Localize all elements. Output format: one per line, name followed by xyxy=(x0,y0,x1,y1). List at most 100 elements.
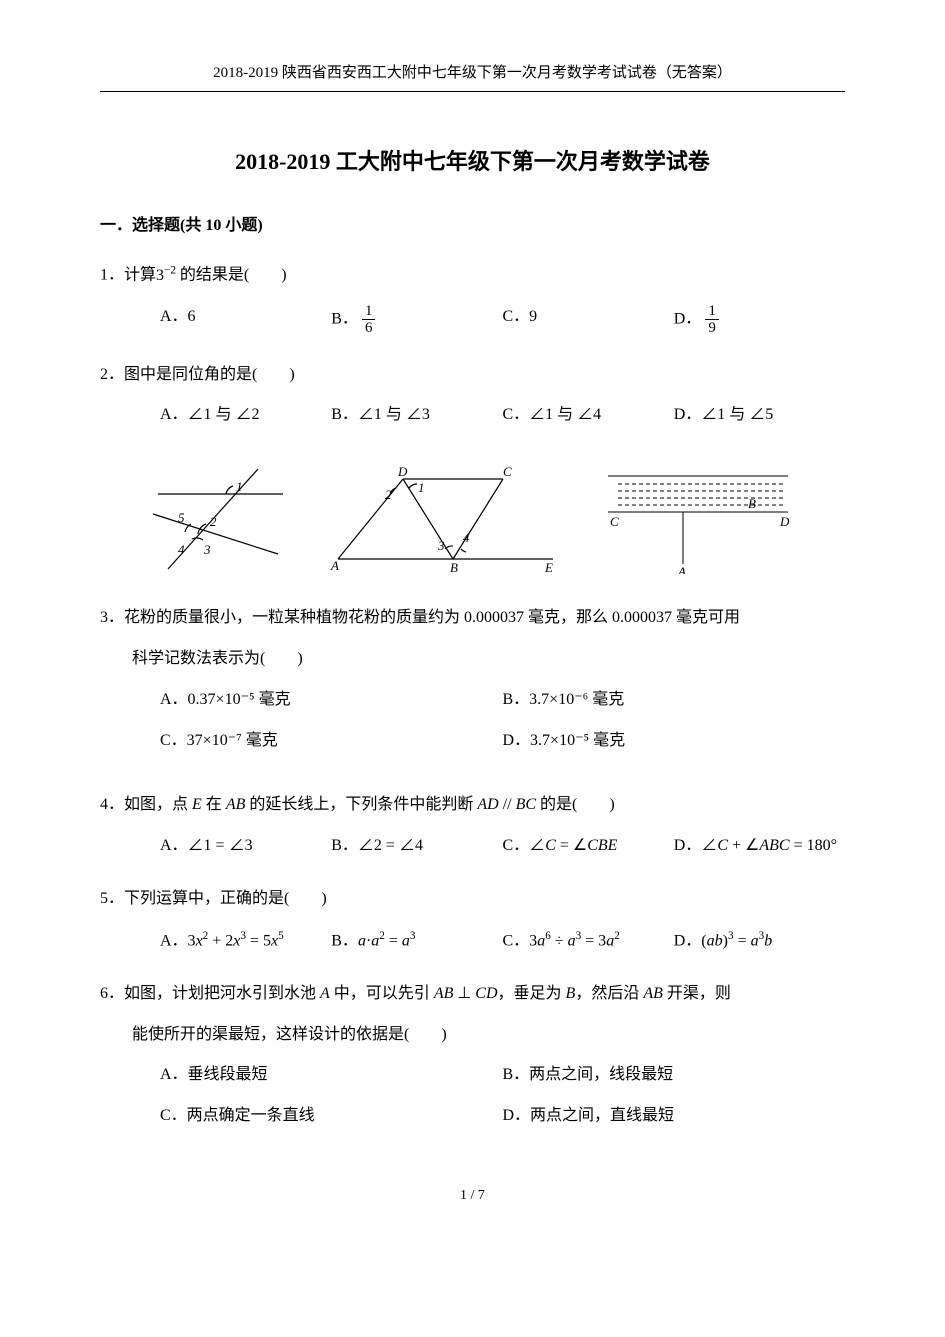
d2-4: 4 xyxy=(463,530,470,545)
d2-3: 3 xyxy=(437,538,445,553)
q6-opt-a: A．垂线段最短 xyxy=(160,1061,503,1090)
q6-opt-d: D．两点之间，直线最短 xyxy=(503,1102,846,1131)
q1-options: A．6 B． 16 C．9 D． 19 xyxy=(100,303,845,337)
d2-2: 2 xyxy=(385,487,392,502)
q1-stem-suffix: 的结果是( ) xyxy=(176,267,287,284)
q6-opt-c: C．两点确定一条直线 xyxy=(160,1102,503,1131)
d2-E: E xyxy=(544,560,553,574)
question-6: 6．如图，计划把河水引到水池 A 中，可以先引 AB ⊥ CD，垂足为 B，然后… xyxy=(100,980,845,1143)
q2-opt-b: B．∠1 与 ∠3 xyxy=(331,401,502,430)
q4-E: E xyxy=(192,796,202,813)
q1-d-den: 9 xyxy=(705,320,719,337)
q3-opt-d: D．3.7×10⁻⁵ 毫克 xyxy=(503,727,846,756)
q1-opt-b: B． 16 xyxy=(331,303,502,337)
question-2: 2．图中是同位角的是( ) A．∠1 与 ∠2 B．∠1 与 ∠3 C．∠1 与… xyxy=(100,361,845,431)
q1-d-num: 1 xyxy=(705,303,719,321)
q5-opt-a: A．3x2 + 2x3 = 5x5 xyxy=(160,926,331,956)
q3-opt-c: C．37×10⁻⁷ 毫克 xyxy=(160,727,503,756)
q2-stem: 2．图中是同位角的是( ) xyxy=(100,361,845,390)
q3-stem1: 3．花粉的质量很小，一粒某种植物花粉的质量约为 0.000037 毫克，那么 0… xyxy=(100,604,845,633)
q4-par: // xyxy=(499,796,516,813)
q2-diagrams: 1 2 3 4 5 A B C xyxy=(100,454,845,584)
q2-opt-c: C．∠1 与 ∠4 xyxy=(503,401,674,430)
q1-d-prefix: D． xyxy=(674,310,702,327)
d3-A: A xyxy=(677,564,686,574)
q1-stem-prefix: 1．计算 xyxy=(100,267,156,284)
q4-AD: AD xyxy=(477,796,498,813)
q4d-suf: = 180° xyxy=(790,837,837,854)
q1-b-den: 6 xyxy=(362,320,376,337)
q6-m2: ，垂足为 xyxy=(498,985,566,1002)
q6-perp: ⊥ xyxy=(453,985,475,1002)
q5-options: A．3x2 + 2x3 = 5x5 B．a·a2 = a3 C．3a6 ÷ a3… xyxy=(100,926,845,956)
q4-m1: 在 xyxy=(202,796,226,813)
q4d-pre: D．∠ xyxy=(674,837,718,854)
q4-suf: 的是( ) xyxy=(536,796,615,813)
q4c-cbe: CBE xyxy=(587,837,617,854)
q4-pre: 4．如图，点 xyxy=(100,796,192,813)
q4-m2: 的延长线上，下列条件中能判断 xyxy=(245,796,477,813)
q6-stem2: 能使所开的渠最短，这样设计的依据是( ) xyxy=(100,1021,845,1050)
main-title: 2018-2019 工大附中七年级下第一次月考数学试卷 xyxy=(100,142,845,182)
q4c-c: C xyxy=(545,837,556,854)
diagram-3: A B C D xyxy=(598,464,798,574)
q1-opt-d: D． 19 xyxy=(674,303,845,337)
section-title: 一．选择题(共 10 小题) xyxy=(100,212,845,241)
q6-AB1: AB xyxy=(434,985,454,1002)
q1-b-num: 1 xyxy=(362,303,376,321)
q6-A: A xyxy=(320,985,330,1002)
d1-label-4: 4 xyxy=(178,542,185,557)
q3-opt-b: B．3.7×10⁻⁶ 毫克 xyxy=(503,686,846,715)
diagram-2: A B C D E 1 2 3 4 xyxy=(323,464,563,574)
d2-1: 1 xyxy=(418,480,425,495)
d2-C: C xyxy=(503,464,512,479)
page-header: 2018-2019 陕西省西安西工大附中七年级下第一次月考数学考试试卷（无答案） xyxy=(100,60,845,92)
q5-opt-c: C．3a6 ÷ a3 = 3a2 xyxy=(503,926,674,956)
q4-AB: AB xyxy=(226,796,246,813)
q6-CD: CD xyxy=(475,985,497,1002)
q6-suf: 开渠，则 xyxy=(663,985,731,1002)
question-5: 5．下列运算中，正确的是( ) A．3x2 + 2x3 = 5x5 B．a·a2… xyxy=(100,885,845,956)
q6-B: B xyxy=(566,985,576,1002)
page: 2018-2019 陕西省西安西工大附中七年级下第一次月考数学考试试卷（无答案）… xyxy=(0,0,945,1248)
q4c-mid: = ∠ xyxy=(556,837,587,854)
q1-opt-a: A．6 xyxy=(160,303,331,337)
q4-opt-b: B．∠2 = ∠4 xyxy=(331,832,502,861)
q1-b-prefix: B． xyxy=(331,310,358,327)
q6-m3: ，然后沿 xyxy=(575,985,643,1002)
q4d-c: C xyxy=(717,837,728,854)
q1-b-frac: 16 xyxy=(362,303,376,337)
q4-stem: 4．如图，点 E 在 AB 的延长线上，下列条件中能判断 AD // BC 的是… xyxy=(100,791,845,820)
q3-opt-a: A．0.37×10⁻⁵ 毫克 xyxy=(160,686,503,715)
d1-label-1: 1 xyxy=(236,479,243,494)
q1-opt-c: C．9 xyxy=(503,303,674,337)
question-3: 3．花粉的质量很小，一粒某种植物花粉的质量约为 0.000037 毫克，那么 0… xyxy=(100,604,845,767)
q4-BC: BC xyxy=(516,796,536,813)
q5-stem: 5．下列运算中，正确的是( ) xyxy=(100,885,845,914)
question-1: 1．计算3−2 的结果是( ) A．6 B． 16 C．9 D． 19 xyxy=(100,260,845,336)
q4d-mid: + ∠ xyxy=(728,837,759,854)
q5-opt-d: D．(ab)3 = a3b xyxy=(674,926,845,956)
q2-options: A．∠1 与 ∠2 B．∠1 与 ∠3 C．∠1 与 ∠4 D．∠1 与 ∠5 xyxy=(100,401,845,430)
q5-opt-b: B．a·a2 = a3 xyxy=(331,926,502,956)
q2-opt-d: D．∠1 与 ∠5 xyxy=(674,401,845,430)
q3-options: A．0.37×10⁻⁵ 毫克 B．3.7×10⁻⁶ 毫克 C．37×10⁻⁷ 毫… xyxy=(100,686,845,768)
q4-options: A．∠1 = ∠3 B．∠2 = ∠4 C．∠C = ∠CBE D．∠C + ∠… xyxy=(100,832,845,861)
q6-AB2: AB xyxy=(643,985,663,1002)
d2-B: B xyxy=(450,560,458,574)
q6-pre: 6．如图，计划把河水引到水池 xyxy=(100,985,320,1002)
q2-opt-a: A．∠1 与 ∠2 xyxy=(160,401,331,430)
q6-options: A．垂线段最短 B．两点之间，线段最短 C．两点确定一条直线 D．两点之间，直线… xyxy=(100,1061,845,1143)
page-number: 1 / 7 xyxy=(100,1183,845,1208)
d3-B: B xyxy=(748,496,756,511)
d2-A: A xyxy=(330,558,339,573)
d3-C: C xyxy=(610,514,619,529)
q4-opt-a: A．∠1 = ∠3 xyxy=(160,832,331,861)
d1-label-5: 5 xyxy=(178,510,185,525)
q3-stem2: 科学记数法表示为( ) xyxy=(100,645,845,674)
diagram-1: 1 2 3 4 5 xyxy=(148,464,288,574)
q6-m1: 中，可以先引 xyxy=(330,985,434,1002)
q6-opt-b: B．两点之间，线段最短 xyxy=(503,1061,846,1090)
question-4: 4．如图，点 E 在 AB 的延长线上，下列条件中能判断 AD // BC 的是… xyxy=(100,791,845,861)
q1-d-frac: 19 xyxy=(705,303,719,337)
